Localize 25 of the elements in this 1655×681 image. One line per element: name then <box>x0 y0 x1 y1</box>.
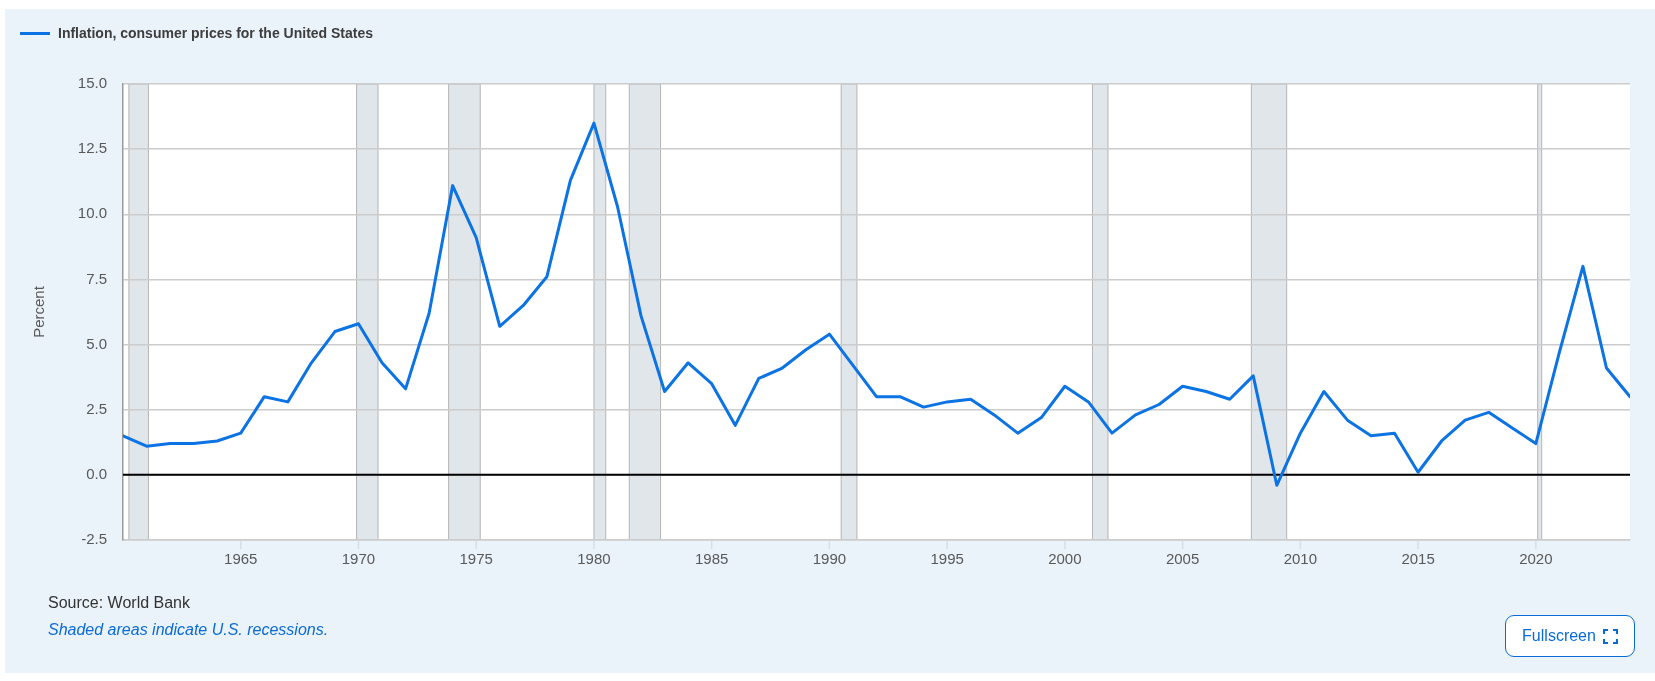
text: Shaded areas indicate U.S. recessions. <box>48 621 329 639</box>
y-tick-label: -2.5 <box>81 530 107 548</box>
legend-label: Inflation, consumer prices for the United States <box>58 25 374 41</box>
x-tick-label: 2000 <box>1048 550 1082 568</box>
y-tick-label: 15.0 <box>77 74 107 92</box>
y-tick-label: 5.0 <box>86 334 107 352</box>
y-tick-label: 0.0 <box>86 465 107 482</box>
fullscreen-button[interactable]: Fullscreen <box>1505 615 1635 657</box>
y-tick-label: 10.0 <box>77 204 107 222</box>
x-tick-label: 2010 <box>1283 550 1318 568</box>
x-tick-label: 1980 <box>577 550 611 568</box>
x-tick-label: 1965 <box>224 550 258 568</box>
y-tick-label: 12.5 <box>77 139 107 157</box>
x-tick-label: 1985 <box>694 550 729 568</box>
x-tick-label: 2020 <box>1519 550 1553 568</box>
x-tick-label: 1990 <box>812 550 847 568</box>
x-tick-label: 2015 <box>1401 550 1435 568</box>
source-note: Source: World Bank <box>48 594 190 612</box>
x-tick-label: 1995 <box>930 550 964 568</box>
y-axis-title: Percent <box>30 285 48 338</box>
x-tick-label: 1970 <box>341 550 376 568</box>
y-tick-label: 7.5 <box>86 269 107 287</box>
x-tick-label: 1975 <box>459 550 493 568</box>
y-tick-label: 2.5 <box>86 399 107 417</box>
x-tick-label: 2005 <box>1165 550 1200 568</box>
